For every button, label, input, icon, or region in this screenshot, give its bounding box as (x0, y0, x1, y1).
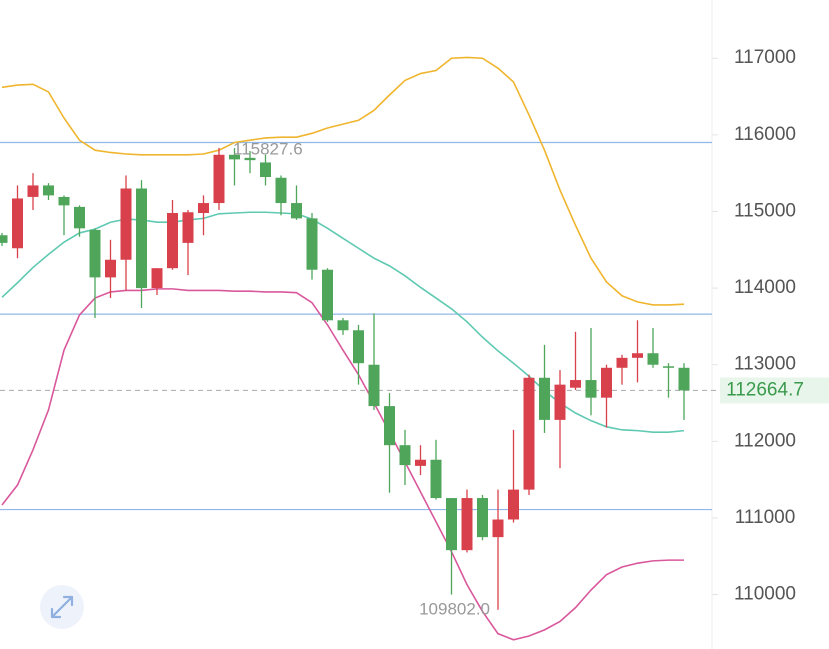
candle-body (446, 498, 457, 551)
candle-body (229, 154, 240, 160)
candle-body (663, 366, 674, 368)
candle-body (0, 235, 8, 243)
candle-body (554, 384, 566, 420)
candle-body (58, 196, 70, 206)
candle-body (508, 489, 519, 520)
candle-body (182, 212, 194, 243)
candle-body (43, 185, 54, 196)
candle-body (492, 519, 504, 538)
band-line (1, 288, 684, 641)
candle-body (632, 353, 643, 358)
candle-body (399, 445, 411, 466)
candle-body (616, 357, 628, 368)
candle-body (539, 377, 550, 420)
candle-body (306, 218, 318, 270)
candle-body (461, 498, 473, 551)
last-price-tag (720, 377, 829, 404)
candle-body (27, 185, 39, 197)
candle-body (151, 268, 163, 289)
y-tick-label: 113000 (734, 354, 796, 375)
low-annotation: 109802.0 (419, 599, 490, 618)
candle-body (322, 269, 333, 321)
high-annotation: 115827.6 (233, 139, 303, 158)
candle-body (136, 188, 147, 289)
candle-body (477, 498, 488, 538)
candle-body (430, 459, 442, 499)
y-tick-label: 111000 (735, 507, 796, 528)
candle-body (415, 459, 426, 466)
candle-body (523, 377, 535, 490)
candle-body (570, 380, 581, 388)
y-tick-label: 112000 (734, 430, 796, 451)
y-tick-label: 115000 (734, 200, 796, 221)
candle-body (337, 320, 349, 331)
candle-body (74, 206, 85, 229)
y-tick-label: 117000 (734, 47, 796, 68)
candle-body (260, 162, 271, 177)
y-tick-label: 114000 (734, 277, 796, 298)
candle-body (167, 213, 178, 269)
candle-body (12, 198, 23, 249)
band-line (1, 211, 685, 433)
candle-body (368, 364, 380, 407)
candle-body (353, 330, 364, 364)
candle-body (678, 367, 690, 391)
candle-body (275, 177, 287, 204)
candle-body (198, 203, 209, 214)
expand-button[interactable] (40, 585, 84, 629)
candle-body (601, 367, 612, 398)
candle-body (120, 188, 132, 260)
candle-body (244, 157, 256, 161)
last-price-label: 112664.7 (726, 379, 804, 400)
candle-body (105, 259, 116, 278)
candle-body (213, 154, 225, 204)
candle-body (384, 406, 395, 446)
y-tick-label: 110000 (734, 584, 796, 605)
candle-body (647, 353, 659, 365)
y-tick-label: 116000 (734, 124, 796, 145)
candle-body (89, 229, 101, 278)
candle-body (291, 203, 302, 219)
candle-body (585, 380, 597, 398)
band-line (1, 56, 685, 306)
